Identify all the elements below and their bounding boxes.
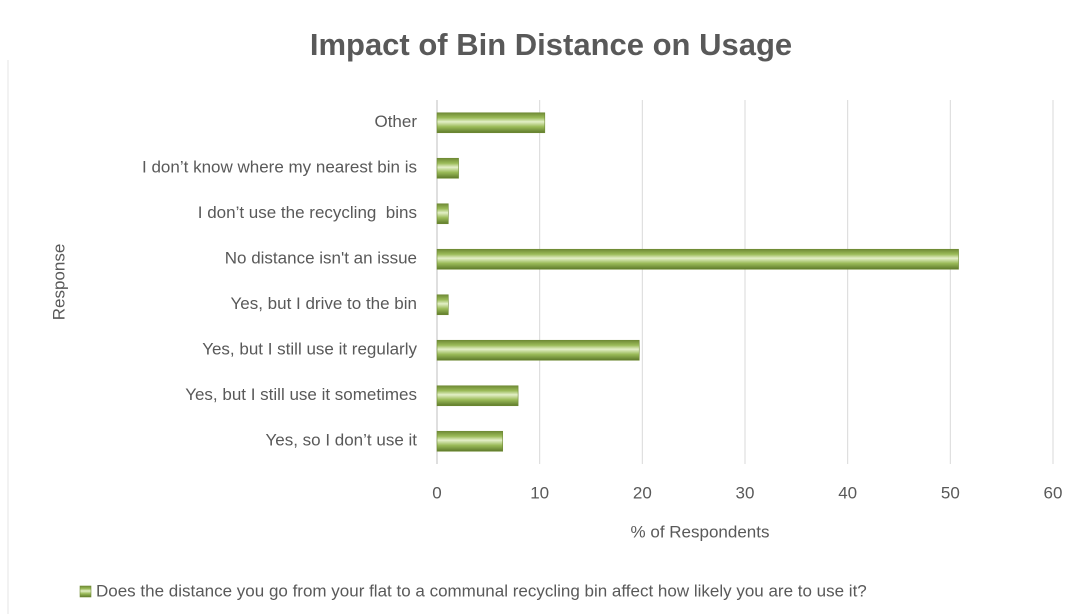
x-tick-label: 0 [432,483,441,502]
x-tick-label: 10 [530,483,549,502]
x-tick-label: 40 [838,483,857,502]
y-tick-label: I don’t use the recycling bins [198,203,417,222]
legend-swatch [79,585,92,598]
y-tick-label: Yes, so I don’t use it [265,431,417,450]
y-axis-label: Response [49,244,68,321]
bar [436,430,504,452]
y-tick-label: Yes, but I drive to the bin [231,294,418,313]
x-axis-label: % of Respondents [631,522,770,541]
bar [436,203,449,225]
bar [436,294,449,316]
y-tick-label: Yes, but I still use it regularly [202,340,417,359]
x-tick-label: 20 [633,483,652,502]
bar [436,339,640,361]
bar [436,112,546,134]
bar [436,157,459,179]
chart-title: Impact of Bin Distance on Usage [310,27,792,62]
bar [436,248,959,270]
y-tick-label: No distance isn't an issue [225,249,417,268]
bar [436,385,519,407]
x-tick-label: 60 [1044,483,1063,502]
y-tick-label: Yes, but I still use it sometimes [185,385,417,404]
y-tick-label: I don’t know where my nearest bin is [142,158,417,177]
x-tick-label: 30 [736,483,755,502]
x-tick-label: 50 [941,483,960,502]
y-tick-label: Other [374,112,417,131]
legend-label: Does the distance you go from your flat … [96,581,867,600]
